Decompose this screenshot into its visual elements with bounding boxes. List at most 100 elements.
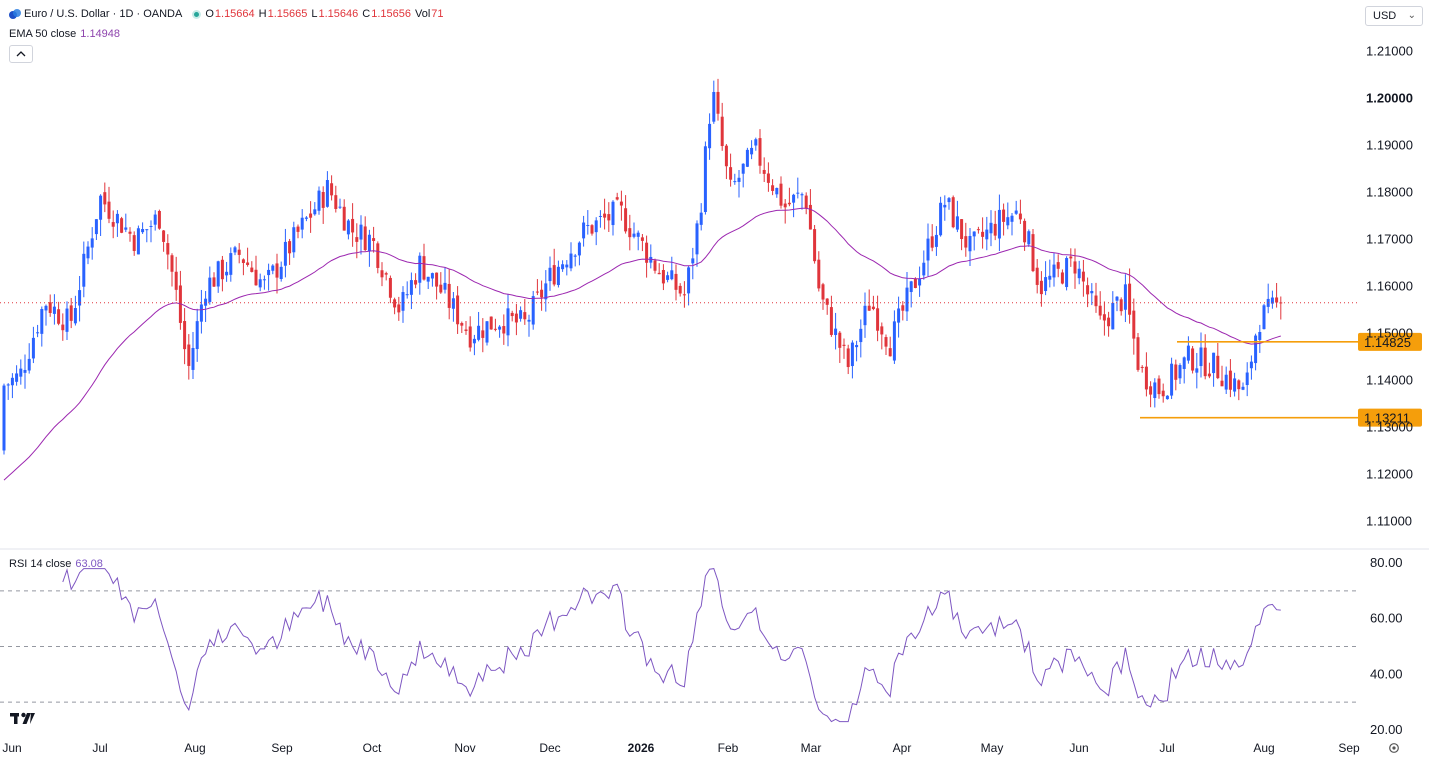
candle-down — [762, 169, 766, 174]
candle-down — [846, 348, 850, 368]
candle-down — [120, 218, 124, 233]
candle-down — [502, 326, 506, 334]
candle-down — [1031, 234, 1035, 272]
candle-up — [939, 202, 943, 236]
candle-up — [989, 222, 993, 234]
candle-down — [1140, 366, 1144, 368]
x-tick-label: Sep — [1338, 741, 1360, 755]
candle-down — [241, 259, 245, 263]
candle-up — [745, 149, 749, 167]
candle-down — [804, 195, 808, 209]
level-price-label: 1.14825 — [1364, 335, 1411, 350]
candle-down — [1039, 280, 1043, 295]
candle-up — [1090, 290, 1094, 294]
candle-up — [855, 345, 859, 348]
candle-down — [842, 344, 846, 346]
candle-down — [720, 116, 724, 147]
candle-up — [325, 180, 329, 207]
candle-down — [447, 283, 451, 308]
rsi-value: 63.08 — [75, 558, 103, 570]
low-value: 1.15646 — [318, 8, 359, 20]
candle-up — [699, 212, 703, 225]
candle-up — [409, 280, 413, 295]
candle-down — [960, 219, 964, 240]
candle-down — [1081, 271, 1085, 282]
candle-up — [897, 308, 901, 323]
candle-down — [388, 277, 392, 298]
candle-down — [1094, 295, 1098, 307]
x-tick-label: May — [981, 741, 1004, 755]
candle-up — [2, 385, 6, 451]
candle-down — [460, 323, 464, 326]
candle-up — [796, 192, 800, 194]
candle-up — [1199, 347, 1203, 367]
price-tick-label: 1.16000 — [1366, 279, 1413, 294]
level-price-badge — [1358, 332, 1422, 351]
x-tick-label: Oct — [363, 741, 382, 755]
candle-up — [712, 91, 716, 122]
candle-up — [850, 342, 854, 367]
candle-up — [195, 321, 199, 350]
open-label: O — [205, 8, 214, 20]
candle-down — [1136, 337, 1140, 370]
candle-up — [1153, 382, 1157, 399]
candle-up — [1115, 296, 1119, 301]
candle-up — [40, 309, 44, 334]
candle-down — [1018, 213, 1022, 220]
candle-up — [561, 264, 565, 270]
candle-down — [376, 243, 380, 268]
currency-select[interactable]: USD ⌄ — [1365, 6, 1423, 26]
candle-up — [262, 279, 266, 281]
settings-icon[interactable] — [1388, 742, 1400, 754]
candle-up — [141, 229, 145, 233]
rsi-legend[interactable]: RSI 14 close 63.08 — [9, 558, 107, 570]
ema-legend[interactable]: EMA 50 close 1.14948 — [9, 28, 124, 40]
x-tick-label: 2026 — [628, 741, 655, 755]
close-value: 1.15656 — [371, 8, 411, 20]
symbol-title[interactable]: Euro / U.S. Dollar · 1D · OANDA — [24, 8, 183, 20]
candle-up — [304, 217, 308, 219]
candle-down — [779, 183, 783, 206]
candle-up — [418, 255, 422, 283]
candle-up — [90, 238, 94, 248]
candle-down — [1275, 297, 1279, 303]
candle-down — [254, 269, 258, 286]
candle-down — [1102, 314, 1106, 321]
rsi-tick-label: 60.00 — [1370, 611, 1403, 626]
candle-up — [1006, 217, 1010, 226]
price-tick-label: 1.11000 — [1366, 514, 1412, 529]
candle-up — [1245, 372, 1249, 386]
collapse-legend-button[interactable] — [9, 45, 33, 63]
candle-up — [687, 267, 691, 294]
candle-down — [678, 285, 682, 294]
candle-down — [661, 270, 665, 284]
candle-down — [57, 309, 61, 324]
candle-up — [1065, 258, 1069, 288]
candle-down — [901, 305, 905, 311]
candle-up — [997, 209, 1001, 239]
candle-up — [31, 337, 35, 359]
tradingview-logo-icon[interactable] — [10, 710, 38, 726]
candle-down — [275, 263, 279, 278]
candle-up — [52, 306, 56, 314]
price-tick-label: 1.14000 — [1366, 373, 1413, 388]
price-tick-label: 1.18000 — [1366, 185, 1413, 200]
candle-up — [199, 304, 203, 322]
candle-down — [69, 305, 73, 321]
candle-down — [657, 272, 661, 275]
market-status-icon — [192, 9, 202, 19]
candle-up — [443, 282, 447, 290]
candle-up — [947, 198, 951, 203]
candle-down — [162, 230, 166, 242]
candle-up — [1212, 352, 1216, 374]
candle-up — [556, 266, 560, 286]
candle-down — [237, 249, 241, 255]
x-tick-label: Jul — [1159, 741, 1174, 755]
candle-down — [619, 201, 623, 206]
candle-up — [586, 225, 590, 227]
candle-up — [741, 163, 745, 174]
candle-up — [300, 217, 304, 230]
candle-up — [691, 258, 695, 264]
candle-down — [296, 226, 300, 232]
